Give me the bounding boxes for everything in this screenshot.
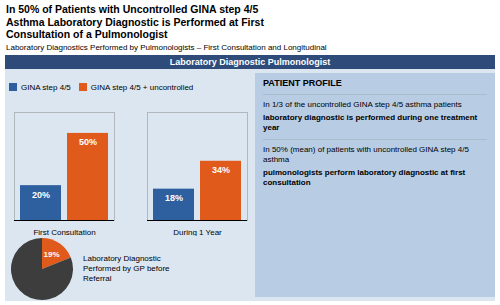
html-text:Laboratory Diagnostic Performe: Laboratory Diagnostic Performed by GP be…	[83, 253, 170, 283]
html-text:GINA step 4/5 + uncontrolled: GINA step 4/5 + uncontrolled	[90, 82, 194, 92]
html-text:In 50% (mean) of patients with: In 50% (mean) of patients with uncontrol…	[263, 144, 469, 164]
svg-text:18%: 18%	[165, 193, 183, 203]
svg-text:19%: 19%	[44, 250, 60, 259]
html-text:In 1/3 of the uncontrolled GIN: In 1/3 of the uncontrolled GINA step 4/5…	[263, 99, 462, 109]
svg-text:34%: 34%	[212, 165, 230, 175]
svg-text:First Consultation: First Consultation	[33, 228, 95, 236]
html-text:Laboratory Diagnostic Pulmonol: Laboratory Diagnostic Pulmonologist	[169, 56, 331, 67]
svg-text:During 1 Year: During 1 Year	[173, 228, 222, 236]
html-text:PATIENT PROFILE: PATIENT PROFILE	[263, 77, 342, 88]
svg-text:20%: 20%	[32, 189, 50, 199]
html-text:pulmonologists perform laborat: pulmonologists perform laboratory diagno…	[263, 167, 466, 187]
html-text:GINA step 4/5: GINA step 4/5	[21, 82, 71, 92]
html-text:In 50% of Patients with Uncont: In 50% of Patients with Uncontrolled GIN…	[6, 3, 264, 41]
html-text:Laboratory Diagnostics Perform: Laboratory Diagnostics Performed by Pulm…	[6, 42, 327, 52]
svg-text:50%: 50%	[79, 137, 97, 147]
html-text:laboratory diagnostic is perfo: laboratory diagnostic is performed durin…	[263, 112, 478, 132]
